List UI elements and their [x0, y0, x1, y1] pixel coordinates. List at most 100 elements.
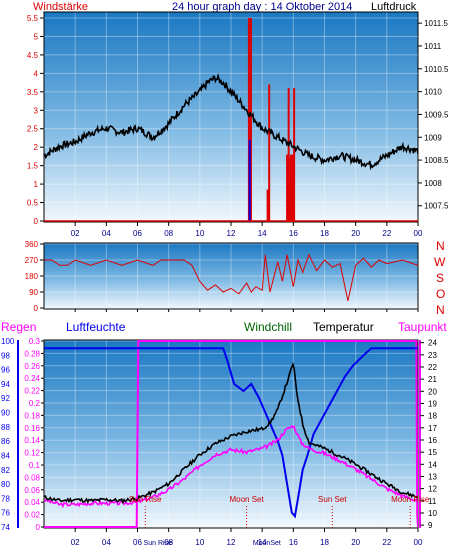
panel-humidity-temperature: 7476788082848688909294969810000.020.040.… — [1, 337, 437, 547]
panel1-ytick-right-label: 1009.5 — [424, 110, 449, 119]
panel1-ytick-right-label: 1010 — [424, 88, 442, 97]
panel2-ytick-label: 90 — [29, 288, 38, 297]
rain-tick-label: 0.24 — [24, 374, 40, 383]
panel3-xtick-label: 04 — [102, 538, 111, 547]
rain-tick-label: 0.28 — [24, 349, 40, 358]
panel1-ytick-left-label: 4 — [34, 69, 39, 78]
humidity-tick-label: 88 — [1, 423, 10, 432]
legend-taupunkt: Taupunkt — [398, 320, 447, 334]
legend-windchill: Windchill — [244, 320, 293, 334]
panel1-xtick-label: 02 — [71, 229, 80, 238]
rain-tick-label: 0.18 — [24, 411, 40, 420]
temp-tick-label: 23 — [428, 351, 437, 360]
panel2-ytick-label: 180 — [25, 272, 39, 281]
event-label: Sun Rise — [129, 495, 162, 504]
temp-tick-label: 19 — [428, 399, 437, 408]
temp-tick-label: 10 — [428, 509, 437, 518]
rain-tick-label: 0.14 — [24, 436, 40, 445]
panel1-ytick-left-label: 3 — [34, 106, 39, 115]
panel1-xtick-label: 16 — [289, 229, 298, 238]
panel-wind-direction: 0 90 180 270 360 — [25, 240, 419, 313]
panel1-ytick-right-label: 1008 — [424, 179, 442, 188]
panel1-xtick-label: 12 — [227, 229, 236, 238]
humidity-line — [44, 347, 418, 519]
panel3-xtick-label: 00 — [414, 538, 423, 547]
rain-tick-label: 0.1 — [29, 461, 41, 470]
temp-tick-label: 9 — [428, 521, 433, 530]
humidity-tick-label: 74 — [1, 523, 10, 532]
panel3-xtick-label: 12 — [227, 538, 236, 547]
panel1-ytick-right-label: 1008.5 — [424, 156, 449, 165]
pressure-line — [44, 72, 418, 171]
legend-luftfeuchte: Luftfeuchte — [66, 320, 126, 334]
temp-tick-label: 20 — [428, 387, 437, 396]
header-left-label: Windstärke — [33, 1, 89, 13]
panel1-ytick-left-label: 1 — [34, 180, 39, 189]
humidity-tick-label: 86 — [1, 437, 10, 446]
panel1-ytick-left-label: 4.5 — [27, 51, 39, 60]
temp-tick-label: 15 — [428, 448, 437, 457]
panel1-xtick-label: 06 — [133, 229, 142, 238]
header-title: 24 hour graph day : 14 Oktober 2014 — [172, 1, 353, 13]
rain-tick-label: 0.02 — [24, 511, 40, 520]
panel3-xtick-label: 08 — [164, 538, 173, 547]
panel1-ytick-right-label: 1009 — [424, 133, 442, 142]
panel3-xtick-label: 02 — [71, 538, 80, 547]
event-label: Moon Rise — [391, 495, 430, 504]
wind-direction-letter-w: W — [434, 255, 446, 269]
temp-tick-label: 24 — [428, 339, 437, 348]
panel1-ytick-right-label: 1007.5 — [424, 202, 449, 211]
rain-line — [44, 340, 418, 528]
panel2-ytick-label: 0 — [34, 304, 39, 313]
legend-regen: Regen — [1, 320, 37, 334]
panel2-plot — [44, 253, 418, 302]
rain-tick-label: 0.2 — [29, 399, 41, 408]
temp-tick-label: 17 — [428, 424, 437, 433]
humidity-tick-label: 100 — [1, 337, 15, 346]
panel1-background — [44, 12, 418, 222]
rain-tick-label: 0.3 — [29, 337, 41, 346]
rain-tick-label: 0.08 — [24, 473, 40, 482]
rain-tick-label: 0.22 — [24, 387, 40, 396]
panel-wind-pressure: 00.511.522.533.544.555.51007.510081008.5… — [27, 11, 449, 238]
humidity-tick-label: 84 — [1, 451, 10, 460]
panel3-xtick-label: 10 — [195, 538, 204, 547]
panel1-ytick-left-label: 0 — [34, 217, 39, 226]
panel1-xtick-label: 18 — [320, 229, 329, 238]
wind-direction-line — [44, 253, 418, 302]
temp-tick-label: 18 — [428, 412, 437, 421]
temp-tick-label: 22 — [428, 363, 437, 372]
humidity-tick-label: 96 — [1, 366, 10, 375]
panel1-ytick-right-label: 1011.5 — [424, 19, 448, 28]
panel3-xtick-label: 18 — [320, 538, 329, 547]
panel3-xtick-label: 20 — [351, 538, 360, 547]
panel1-ytick-left-label: 5.5 — [27, 14, 39, 23]
temp-tick-label: 12 — [428, 485, 437, 494]
rain-tick-label: 0.06 — [24, 486, 40, 495]
humidity-tick-label: 92 — [1, 394, 10, 403]
panel1-xtick-label: 14 — [258, 229, 267, 238]
panel1-xtick-label: 20 — [351, 229, 360, 238]
dewpoint-line — [44, 424, 418, 509]
panel1-xtick-label: 08 — [164, 229, 173, 238]
panel1-ytick-right-label: 1010.5 — [424, 65, 449, 74]
panel1-xtick-label: 04 — [102, 229, 111, 238]
event-label: Sun Set — [318, 495, 347, 504]
panel3-plot — [44, 340, 418, 528]
legend-temperatur: Temperatur — [313, 320, 374, 334]
humidity-tick-label: 78 — [1, 494, 10, 503]
panel1-ytick-left-label: 5 — [34, 32, 39, 41]
event-label: Sun Rise — [144, 540, 173, 547]
wind-direction-letter-o: O — [436, 287, 446, 301]
humidity-tick-label: 90 — [1, 409, 10, 418]
temp-tick-label: 16 — [428, 436, 437, 445]
panel3-xtick-label: 06 — [133, 538, 142, 547]
event-label: Moon Set — [229, 495, 264, 504]
panel2-ytick-label: 360 — [25, 240, 39, 249]
humidity-tick-label: 76 — [1, 509, 10, 518]
panel2-background — [44, 243, 418, 309]
panel1-xtick-label: 10 — [195, 229, 204, 238]
temp-tick-label: 11 — [428, 497, 437, 506]
panel3-xtick-label: 16 — [289, 538, 298, 547]
